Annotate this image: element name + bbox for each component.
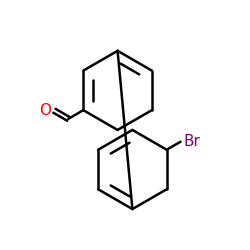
Text: O: O: [39, 103, 51, 118]
Text: Br: Br: [183, 134, 200, 149]
